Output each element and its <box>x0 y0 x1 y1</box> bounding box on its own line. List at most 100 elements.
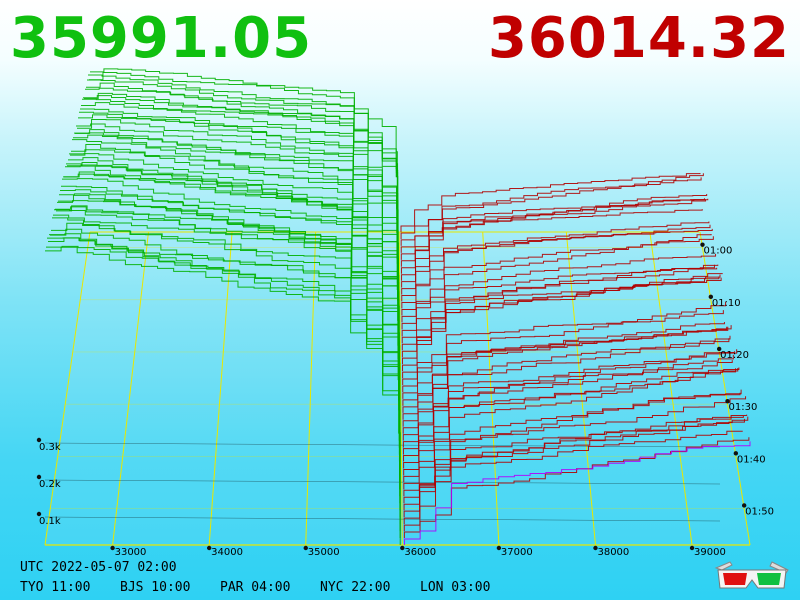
tz-bjs: BJS 10:00 <box>120 580 191 595</box>
bid-depth-line <box>57 200 400 462</box>
time-tick-marker <box>741 503 747 508</box>
time-tick-label: 01:30 <box>729 402 758 413</box>
time-tick-label: 01:10 <box>712 298 741 309</box>
grid-right-edge <box>699 231 751 546</box>
bid-depth-line <box>69 153 400 379</box>
grid-price-line <box>112 231 149 546</box>
bid-depth-line <box>70 149 400 372</box>
time-tick-label: 01:00 <box>704 246 733 257</box>
bid-depth-line <box>54 209 401 483</box>
bid-depth-line <box>71 144 400 365</box>
bid-depth-line <box>86 82 399 260</box>
time-tick-marker <box>725 398 730 404</box>
grid-price-line <box>482 231 500 546</box>
chart-grid <box>44 231 751 546</box>
ask-depth-line <box>403 437 750 539</box>
y-tick-marker <box>36 511 42 517</box>
ask-depth-line <box>401 264 715 323</box>
utc-time: UTC 2022-05-07 02:00 <box>20 560 177 575</box>
time-tick-label: 01:50 <box>745 506 774 517</box>
bid-depth-line <box>81 102 399 295</box>
tz-lon: LON 03:00 <box>420 580 491 595</box>
bid-depth-line <box>45 246 401 545</box>
y-tick-marker <box>36 474 42 480</box>
time-tick-label: 01:40 <box>737 454 766 465</box>
ask-depth-line <box>403 414 748 525</box>
chart-labels: 33000 34000 35000 36000 37000 38000 39000 01:00… <box>36 242 774 558</box>
ask-depth-line <box>403 392 741 483</box>
grid-price-line <box>398 231 403 546</box>
x-tick-marker <box>303 545 308 551</box>
ask-depth-line <box>403 416 749 532</box>
bid-depth-line <box>74 132 399 344</box>
ask-depth-line <box>400 194 708 274</box>
bid-depth-line <box>49 233 401 518</box>
bid-depth-line <box>87 79 399 253</box>
x-tick-label: 37000 <box>501 547 533 558</box>
ask-depth-line <box>401 267 718 337</box>
grid-price-line <box>208 231 233 546</box>
x-tick-marker <box>400 545 405 551</box>
x-tick-label: 38000 <box>597 547 629 558</box>
chart-curves <box>45 68 751 545</box>
bid-depth-line <box>84 92 399 274</box>
ask-depth-line <box>403 389 742 490</box>
x-tick-label: 39000 <box>694 547 726 558</box>
bid-depth-line <box>47 237 401 532</box>
bid-depth-line <box>51 222 401 504</box>
ask-depth-line <box>402 354 734 441</box>
x-tick-label: 33000 <box>115 547 147 558</box>
time-tick-marker <box>716 346 722 352</box>
bid-depth-line <box>60 189 400 441</box>
ask-depth-line <box>402 360 733 434</box>
time-tick-marker <box>700 242 705 247</box>
bid-depth-line <box>56 205 401 469</box>
bid-depth-line <box>68 157 400 386</box>
ask-depth-line <box>400 177 702 239</box>
ask-depth-line <box>400 173 704 253</box>
bid-price: 35991.05 <box>10 6 313 71</box>
ask-depth-line <box>403 416 744 504</box>
bid-depth-line <box>50 228 401 511</box>
y-tick-label: 0.1k <box>39 516 61 527</box>
time-tick-label: 01:20 <box>720 350 749 361</box>
tz-nyc: NYC 22:00 <box>320 580 391 595</box>
ask-depth-line <box>400 173 701 232</box>
bid-depth-line <box>85 87 399 267</box>
bid-depth-line <box>55 206 401 476</box>
ask-depth-line <box>403 430 743 497</box>
y-tick-label: 0.2k <box>39 479 61 490</box>
bid-depth-line <box>83 95 399 281</box>
x-tick-marker <box>593 545 598 551</box>
ask-depth-line <box>402 310 724 379</box>
y-tick-line <box>44 516 721 522</box>
bid-depth-line <box>73 134 399 351</box>
ask-depth-line <box>401 228 713 309</box>
x-tick-marker <box>689 545 695 551</box>
y-tick-line <box>44 479 721 485</box>
ask-depth-line <box>401 198 709 281</box>
ask-depth-line <box>403 349 738 462</box>
ask-depth-line <box>402 273 723 372</box>
ask-depth-line <box>400 199 707 267</box>
bid-depth-line <box>82 98 399 288</box>
ask-depth-line <box>403 367 740 476</box>
ask-depth-line <box>400 209 703 246</box>
ask-depth-line <box>401 224 711 295</box>
grid-price-line <box>565 231 596 546</box>
time-tick-marker <box>733 451 739 456</box>
ask-depth-line <box>402 335 731 420</box>
ask-depth-line <box>401 221 710 288</box>
bid-depth-line <box>64 171 400 413</box>
time-tick-marker <box>708 294 714 300</box>
3d-glasses-icon[interactable] <box>712 558 792 594</box>
bid-depth-line <box>78 114 399 316</box>
grid-price-line <box>305 231 317 546</box>
bid-depth-line <box>90 68 398 232</box>
ask-depth-line <box>402 326 729 406</box>
x-tick-label: 35000 <box>308 547 340 558</box>
tz-tyo: TYO 11:00 <box>20 580 91 595</box>
ask-depth-line <box>403 396 747 518</box>
ask-depth-line <box>401 264 719 344</box>
